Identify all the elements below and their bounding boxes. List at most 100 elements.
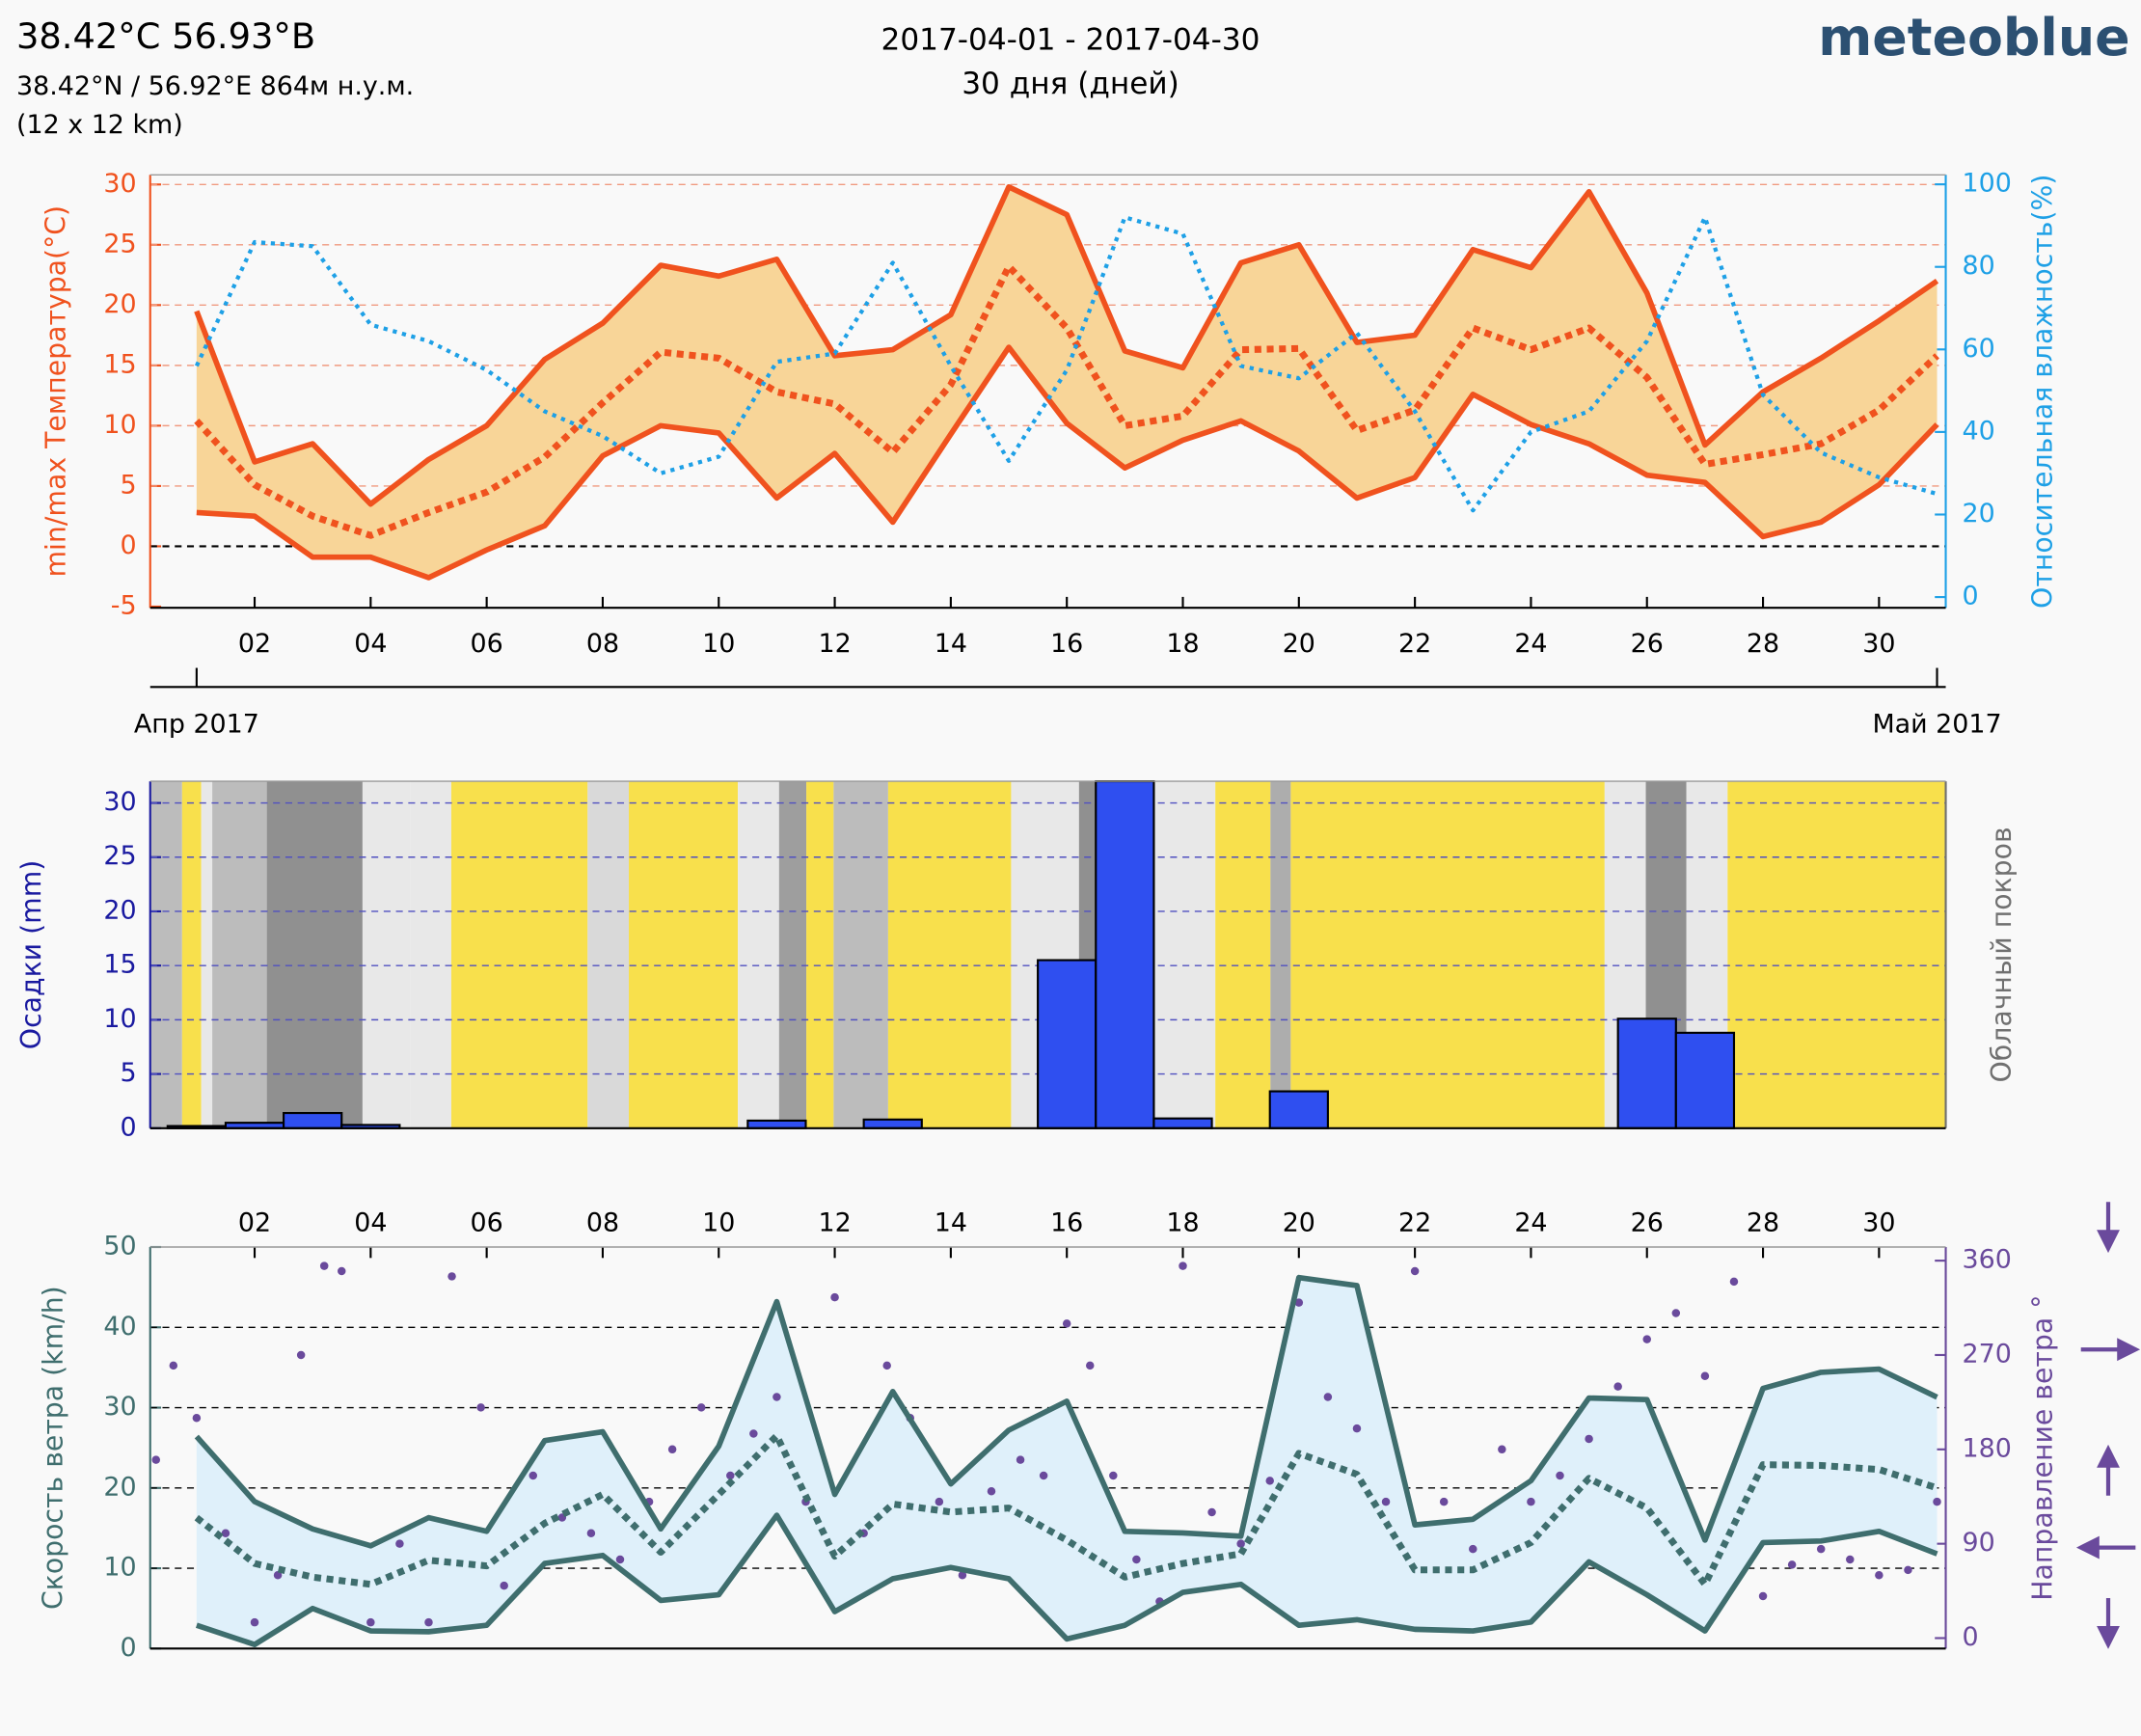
wind-direction-dot xyxy=(726,1471,735,1480)
wind-direction-dot xyxy=(1875,1571,1884,1580)
y-tick-label: 0 xyxy=(120,530,136,560)
cloud-cover-band xyxy=(1290,781,1605,1128)
bar xyxy=(1095,780,1155,1129)
wind-direction-dot xyxy=(424,1617,433,1627)
wind-direction-dot xyxy=(1352,1424,1362,1433)
period: 2017-04-01 - 2017-04-30 xyxy=(881,22,1260,57)
x-tick-label: 06 xyxy=(471,629,503,659)
wind-direction-dot xyxy=(1132,1555,1141,1564)
bar xyxy=(1616,1017,1677,1129)
wind-direction-dot xyxy=(1016,1455,1025,1464)
wind-direction-dot xyxy=(151,1455,161,1464)
x-tick-label: 10 xyxy=(702,1207,735,1237)
x-tick-label: 22 xyxy=(1398,1207,1431,1237)
x-tick-label: 18 xyxy=(1166,629,1199,659)
x-tick-label: 04 xyxy=(354,1207,387,1237)
y2-axis-title: Относительная влажность(%) xyxy=(2026,175,2058,609)
y-axis-title: Осадки (mm) xyxy=(15,860,47,1050)
y-axis-title: Скорость ветра (km/h) xyxy=(38,1286,69,1610)
bar xyxy=(1152,1117,1213,1129)
y2-tick-label: 270 xyxy=(1963,1339,2012,1369)
wind-direction-dot xyxy=(1585,1434,1593,1444)
x-tick-label: 14 xyxy=(935,1207,967,1237)
wind-direction-dot xyxy=(696,1403,706,1412)
x-tick-label: 22 xyxy=(1398,629,1431,659)
cloud-cover-band xyxy=(1727,781,1946,1128)
series-line xyxy=(194,1274,1938,1549)
y-tick-label: 5 xyxy=(120,1058,136,1088)
range-band xyxy=(196,186,1938,578)
wind-direction-dot xyxy=(1904,1565,1912,1575)
x-tick-label: 06 xyxy=(471,1207,503,1237)
wind-direction-dot xyxy=(296,1350,306,1360)
cloud-cover-band xyxy=(833,781,888,1128)
x-tick-label: 16 xyxy=(1050,629,1083,659)
series-line xyxy=(194,183,1939,507)
bar xyxy=(746,1119,807,1129)
series-line xyxy=(194,1432,1938,1588)
wind-direction-dot xyxy=(1236,1539,1245,1548)
wind-direction-dot xyxy=(1642,1335,1651,1343)
panel: -5 0 5 10 15 20 25 30 0 20 40 60 80 100 02 04 06 08 10 12 14… xyxy=(40,169,2058,740)
wind-direction-dot xyxy=(395,1539,404,1548)
y2-tick-label: 0 xyxy=(1963,582,1979,611)
y2-tick-label: 60 xyxy=(1963,334,1995,364)
cloud-cover-band xyxy=(738,781,779,1128)
wind-direction-dot xyxy=(1933,1497,1941,1506)
y-tick-label: 20 xyxy=(103,289,136,319)
y-axis-title: min/max Температура(°C) xyxy=(40,205,71,578)
wind-direction-dot xyxy=(1062,1319,1071,1328)
y-tick-label: 50 xyxy=(103,1231,136,1261)
x-tick-label: 26 xyxy=(1631,629,1664,659)
bar xyxy=(1037,959,1098,1129)
wind-direction-dot xyxy=(1265,1477,1274,1485)
wind-direction-dot xyxy=(476,1403,485,1412)
wind-direction-dot xyxy=(338,1266,346,1276)
wind-direction-dot xyxy=(667,1445,677,1454)
wind-direction-dot xyxy=(1410,1266,1420,1276)
cloud-cover-band xyxy=(1270,781,1291,1128)
wind-direction-dot xyxy=(1469,1544,1477,1554)
wind-direction-dot xyxy=(1816,1544,1826,1554)
cloud-cover-band xyxy=(410,781,451,1128)
wind-direction-dot xyxy=(221,1529,230,1538)
wind-direction-dot xyxy=(1439,1497,1449,1506)
month-label: Апр 2017 xyxy=(134,710,259,740)
x-tick-label: 20 xyxy=(1283,1207,1315,1237)
cloud-cover-band xyxy=(450,781,588,1128)
y-tick-label: 10 xyxy=(103,1004,136,1034)
days: 30 дня (дней) xyxy=(962,67,1179,101)
wind-direction-dot xyxy=(1527,1497,1535,1506)
cloud-cover-band xyxy=(181,781,202,1128)
x-tick-label: 12 xyxy=(818,1207,851,1237)
wind-direction-dot xyxy=(250,1617,259,1627)
wind-direction-dot xyxy=(192,1413,202,1423)
cloud-cover-band xyxy=(201,781,213,1128)
wind-direction-dot xyxy=(1323,1393,1333,1401)
wind-direction-dot xyxy=(169,1361,178,1370)
x-tick-label: 30 xyxy=(1862,629,1895,659)
y2-tick-label: 100 xyxy=(1963,169,2012,199)
series-line xyxy=(194,262,1939,539)
y-tick-label: 25 xyxy=(103,229,136,258)
series-line xyxy=(195,1512,1938,1648)
wind-direction-dot xyxy=(830,1292,839,1302)
wind-direction-dot xyxy=(749,1429,758,1438)
x-tick-label: 26 xyxy=(1631,1207,1664,1237)
x-tick-label: 24 xyxy=(1514,1207,1547,1237)
coordinates: 38.42°N / 56.92°E 864м н.у.м. xyxy=(16,71,414,101)
wind-direction-dot xyxy=(273,1571,283,1580)
cloud-cover-band xyxy=(806,781,834,1128)
x-tick-label: 02 xyxy=(238,1207,271,1237)
cloud-cover-band xyxy=(887,781,1012,1128)
x-tick-label: 14 xyxy=(935,629,967,659)
x-tick-label: 30 xyxy=(1862,1207,1895,1237)
y2-tick-label: 0 xyxy=(1963,1622,1979,1652)
y-tick-label: 30 xyxy=(103,1392,136,1422)
wind-direction-dot xyxy=(1207,1507,1216,1517)
x-tick-label: 16 xyxy=(1050,1207,1083,1237)
bar xyxy=(862,1118,923,1129)
y-tick-label: 20 xyxy=(103,1472,136,1502)
y-tick-label: -5 xyxy=(111,590,137,620)
